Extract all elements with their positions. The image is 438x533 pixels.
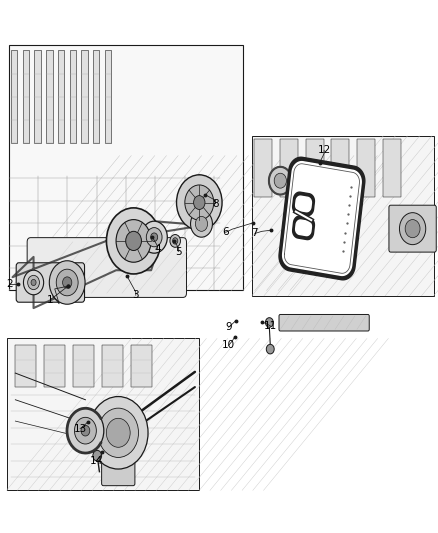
- Bar: [105, 50, 111, 143]
- Circle shape: [399, 213, 426, 245]
- Polygon shape: [293, 216, 314, 240]
- Bar: [7, 338, 199, 490]
- Circle shape: [265, 318, 273, 327]
- Polygon shape: [279, 157, 365, 280]
- Text: 12: 12: [318, 146, 331, 155]
- Bar: [35, 50, 41, 143]
- Text: 14: 14: [90, 456, 103, 465]
- Circle shape: [74, 417, 96, 444]
- Circle shape: [195, 216, 208, 231]
- Circle shape: [191, 211, 212, 237]
- Bar: [23, 50, 29, 143]
- Bar: [131, 344, 152, 387]
- Bar: [93, 50, 99, 143]
- Text: 2: 2: [6, 279, 13, 288]
- Bar: [46, 50, 53, 143]
- Bar: [15, 344, 36, 387]
- Bar: [383, 139, 401, 197]
- Bar: [11, 50, 18, 143]
- Bar: [73, 344, 94, 387]
- Circle shape: [170, 235, 180, 247]
- Text: 4: 4: [154, 245, 161, 254]
- Bar: [357, 139, 375, 197]
- Circle shape: [56, 269, 78, 296]
- Circle shape: [405, 220, 420, 238]
- Circle shape: [173, 238, 178, 244]
- Text: 1: 1: [47, 295, 54, 304]
- Circle shape: [126, 231, 141, 251]
- Text: 10: 10: [222, 341, 235, 350]
- Bar: [280, 139, 298, 197]
- Circle shape: [177, 175, 222, 230]
- Polygon shape: [296, 220, 311, 236]
- Circle shape: [311, 174, 318, 182]
- Circle shape: [185, 185, 214, 220]
- Circle shape: [81, 425, 90, 436]
- Text: 6: 6: [222, 228, 229, 237]
- Bar: [306, 139, 324, 197]
- Bar: [58, 50, 64, 143]
- Text: 9: 9: [225, 322, 232, 332]
- Circle shape: [49, 261, 85, 304]
- Circle shape: [67, 408, 104, 453]
- Text: 11: 11: [264, 321, 277, 331]
- Bar: [102, 344, 123, 387]
- Polygon shape: [296, 196, 311, 212]
- Circle shape: [116, 220, 151, 262]
- Circle shape: [151, 233, 158, 241]
- FancyBboxPatch shape: [27, 238, 187, 297]
- Polygon shape: [9, 45, 243, 290]
- Circle shape: [106, 208, 161, 274]
- Circle shape: [28, 276, 39, 289]
- FancyBboxPatch shape: [389, 205, 436, 252]
- Circle shape: [146, 228, 162, 247]
- Circle shape: [24, 270, 44, 295]
- Circle shape: [106, 418, 130, 447]
- Circle shape: [63, 277, 72, 288]
- Circle shape: [194, 196, 205, 209]
- Circle shape: [141, 221, 167, 253]
- Circle shape: [266, 344, 274, 354]
- Text: 3: 3: [132, 290, 139, 300]
- Bar: [331, 139, 350, 197]
- FancyBboxPatch shape: [279, 314, 369, 331]
- FancyBboxPatch shape: [16, 263, 85, 302]
- Bar: [81, 50, 88, 143]
- Circle shape: [31, 279, 36, 286]
- Bar: [44, 344, 65, 387]
- Circle shape: [88, 397, 148, 469]
- Text: 8: 8: [212, 199, 219, 208]
- Polygon shape: [283, 161, 361, 276]
- Bar: [70, 50, 76, 143]
- Circle shape: [269, 167, 292, 195]
- Bar: [252, 136, 434, 296]
- Text: 5: 5: [175, 247, 182, 256]
- Circle shape: [93, 450, 102, 461]
- Polygon shape: [293, 192, 314, 216]
- Circle shape: [274, 173, 286, 188]
- Text: 7: 7: [251, 229, 258, 238]
- FancyBboxPatch shape: [102, 453, 135, 486]
- Text: 13: 13: [74, 424, 87, 433]
- Bar: [254, 139, 272, 197]
- Circle shape: [98, 408, 138, 457]
